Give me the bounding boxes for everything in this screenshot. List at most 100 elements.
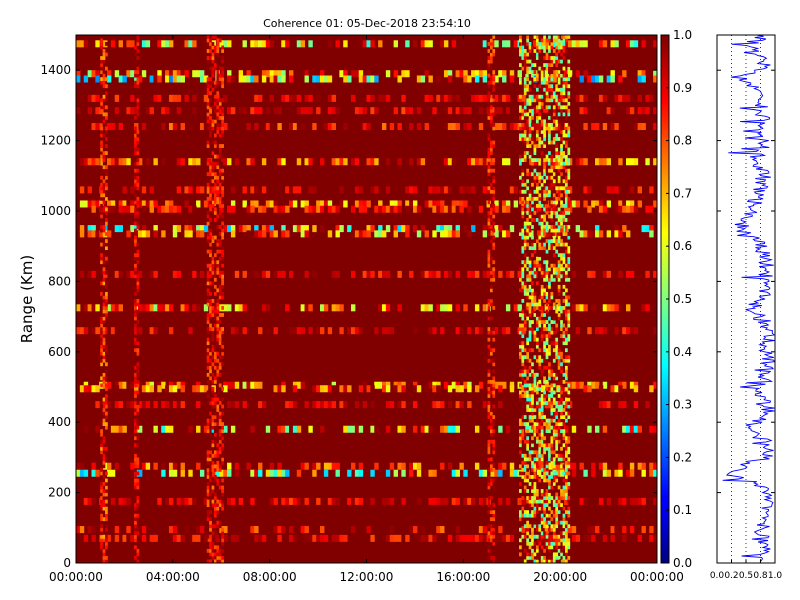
heatmap-cell-time-2 (206, 485, 210, 490)
heatmap-cell-range-13 (428, 304, 433, 312)
heatmap-cell-time-4 (519, 344, 522, 349)
heatmap-cell-time-1 (136, 168, 140, 173)
heatmap-cell-time-3 (487, 299, 491, 303)
heatmap-cell-range-12 (351, 270, 356, 278)
heatmap-cell-time-4 (538, 506, 542, 511)
heatmap-cell-time-1 (134, 330, 137, 335)
heatmap-cell-range-0 (412, 40, 418, 48)
heatmap-cell-time-2 (209, 327, 212, 331)
heatmap-cell-range-10 (254, 225, 259, 233)
heatmap-cell-range-17 (106, 401, 112, 409)
heatmap-cell-time-3 (489, 288, 493, 293)
heatmap-cell-range-23 (405, 534, 410, 542)
heatmap-cell-time-4 (557, 235, 561, 240)
heatmap-cell-time-0 (102, 59, 106, 64)
heatmap-cell-time-4 (533, 151, 537, 155)
heatmap-cell-range-20 (626, 469, 631, 477)
heatmap-cell-range-1 (289, 70, 294, 78)
heatmap-cell-time-4 (540, 475, 544, 479)
heatmap-cell-time-4 (526, 218, 529, 222)
heatmap-cell-time-4 (538, 144, 542, 148)
heatmap-cell-time-4 (548, 394, 551, 398)
heatmap-cell-time-4 (526, 404, 529, 409)
heatmap-cell-time-4 (540, 467, 544, 472)
heatmap-cell-time-4 (560, 496, 563, 500)
heatmap-cell-range-0 (641, 40, 646, 48)
heatmap-cell-time-4 (528, 496, 532, 500)
heatmap-cell-range-20 (258, 469, 263, 477)
heatmap-cell-range-3 (296, 94, 302, 102)
heatmap-cell-time-2 (221, 281, 224, 286)
heatmap-cell-range-14 (358, 327, 364, 335)
heatmap-cell-time-4 (545, 401, 549, 405)
heatmap-cell-time-4 (552, 341, 556, 346)
heatmap-cell-time-1 (136, 482, 140, 486)
heatmap-cell-time-4 (540, 534, 544, 539)
heatmap-cell-time-4 (521, 246, 525, 251)
heatmap-cell-range-3 (579, 94, 584, 102)
heatmap-cell-time-4 (555, 137, 559, 141)
heatmap-cell-time-2 (213, 531, 217, 536)
heatmap-cell-time-4 (535, 35, 539, 39)
heatmap-cell-time-3 (487, 475, 491, 479)
heatmap-cell-time-4 (548, 242, 551, 247)
heatmap-cell-time-4 (560, 186, 563, 191)
heatmap-cell-time-4 (531, 112, 534, 117)
heatmap-cell-time-2 (218, 510, 222, 515)
heatmap-cell-range-22 (571, 526, 577, 534)
heatmap-cell-range-4 (494, 107, 499, 115)
heatmap-cell-time-4 (548, 323, 551, 328)
heatmap-cell-time-2 (221, 534, 224, 539)
heatmap-cell-time-4 (526, 84, 529, 89)
heatmap-cell-time-4 (535, 263, 539, 268)
heatmap-cell-range-23 (455, 534, 460, 542)
heatmap-cell-time-4 (533, 313, 537, 317)
heatmap-cell-range-15 (122, 381, 127, 389)
heatmap-cell-range-18 (354, 425, 360, 433)
heatmap-cell-range-12 (91, 270, 96, 278)
heatmap-cell-time-4 (567, 225, 571, 229)
heatmap-cell-time-4 (523, 513, 527, 518)
heatmap-cell-time-4 (557, 77, 561, 82)
heatmap-cell-range-23 (335, 534, 340, 542)
heatmap-cell-range-0 (300, 40, 306, 48)
heatmap-cell-range-15 (234, 381, 240, 389)
heatmap-cell-range-22 (300, 526, 306, 534)
heatmap-cell-time-2 (213, 344, 217, 349)
heatmap-cell-range-19 (389, 462, 395, 470)
heatmap-cell-time-4 (533, 383, 537, 388)
heatmap-cell-time-4 (548, 277, 551, 282)
heatmap-cell-time-0 (102, 379, 106, 384)
heatmap-cell-time-2 (218, 291, 222, 296)
heatmap-cell-time-4 (540, 499, 544, 504)
heatmap-cell-time-0 (100, 446, 103, 451)
heatmap-cell-range-18 (347, 425, 352, 433)
heatmap-cell-range-10 (378, 225, 383, 233)
heatmap-cell-range-11 (95, 230, 100, 238)
heatmap-cell-time-4 (565, 270, 568, 275)
heatmap-cell-time-4 (548, 510, 551, 515)
heatmap-cell-time-1 (134, 372, 137, 377)
heatmap-cell-range-21 (203, 497, 209, 505)
heatmap-cell-time-4 (528, 189, 532, 194)
heatmap-cell-time-4 (543, 77, 546, 82)
heatmap-cell-range-20 (354, 469, 360, 477)
heatmap-cell-range-8 (629, 200, 635, 208)
heatmap-cell-range-23 (277, 534, 282, 542)
heatmap-cell-time-3 (492, 196, 496, 201)
heatmap-cell-time-0 (102, 123, 106, 127)
heatmap-cell-time-2 (211, 415, 215, 419)
heatmap-cell-time-4 (548, 158, 551, 163)
heatmap-cell-time-1 (134, 327, 137, 331)
heatmap-cell-time-4 (545, 105, 549, 110)
heatmap-cell-range-3 (455, 94, 460, 102)
heatmap-cell-time-4 (552, 91, 556, 96)
heatmap-cell-time-0 (105, 246, 108, 251)
heatmap-cell-range-4 (486, 107, 491, 115)
heatmap-cell-range-3 (331, 94, 337, 102)
heatmap-cell-range-10 (335, 225, 340, 233)
heatmap-cell-time-2 (221, 45, 224, 50)
heatmap-cell-time-0 (100, 158, 103, 163)
heatmap-cell-time-4 (526, 151, 529, 155)
heatmap-cell-time-2 (221, 49, 224, 53)
